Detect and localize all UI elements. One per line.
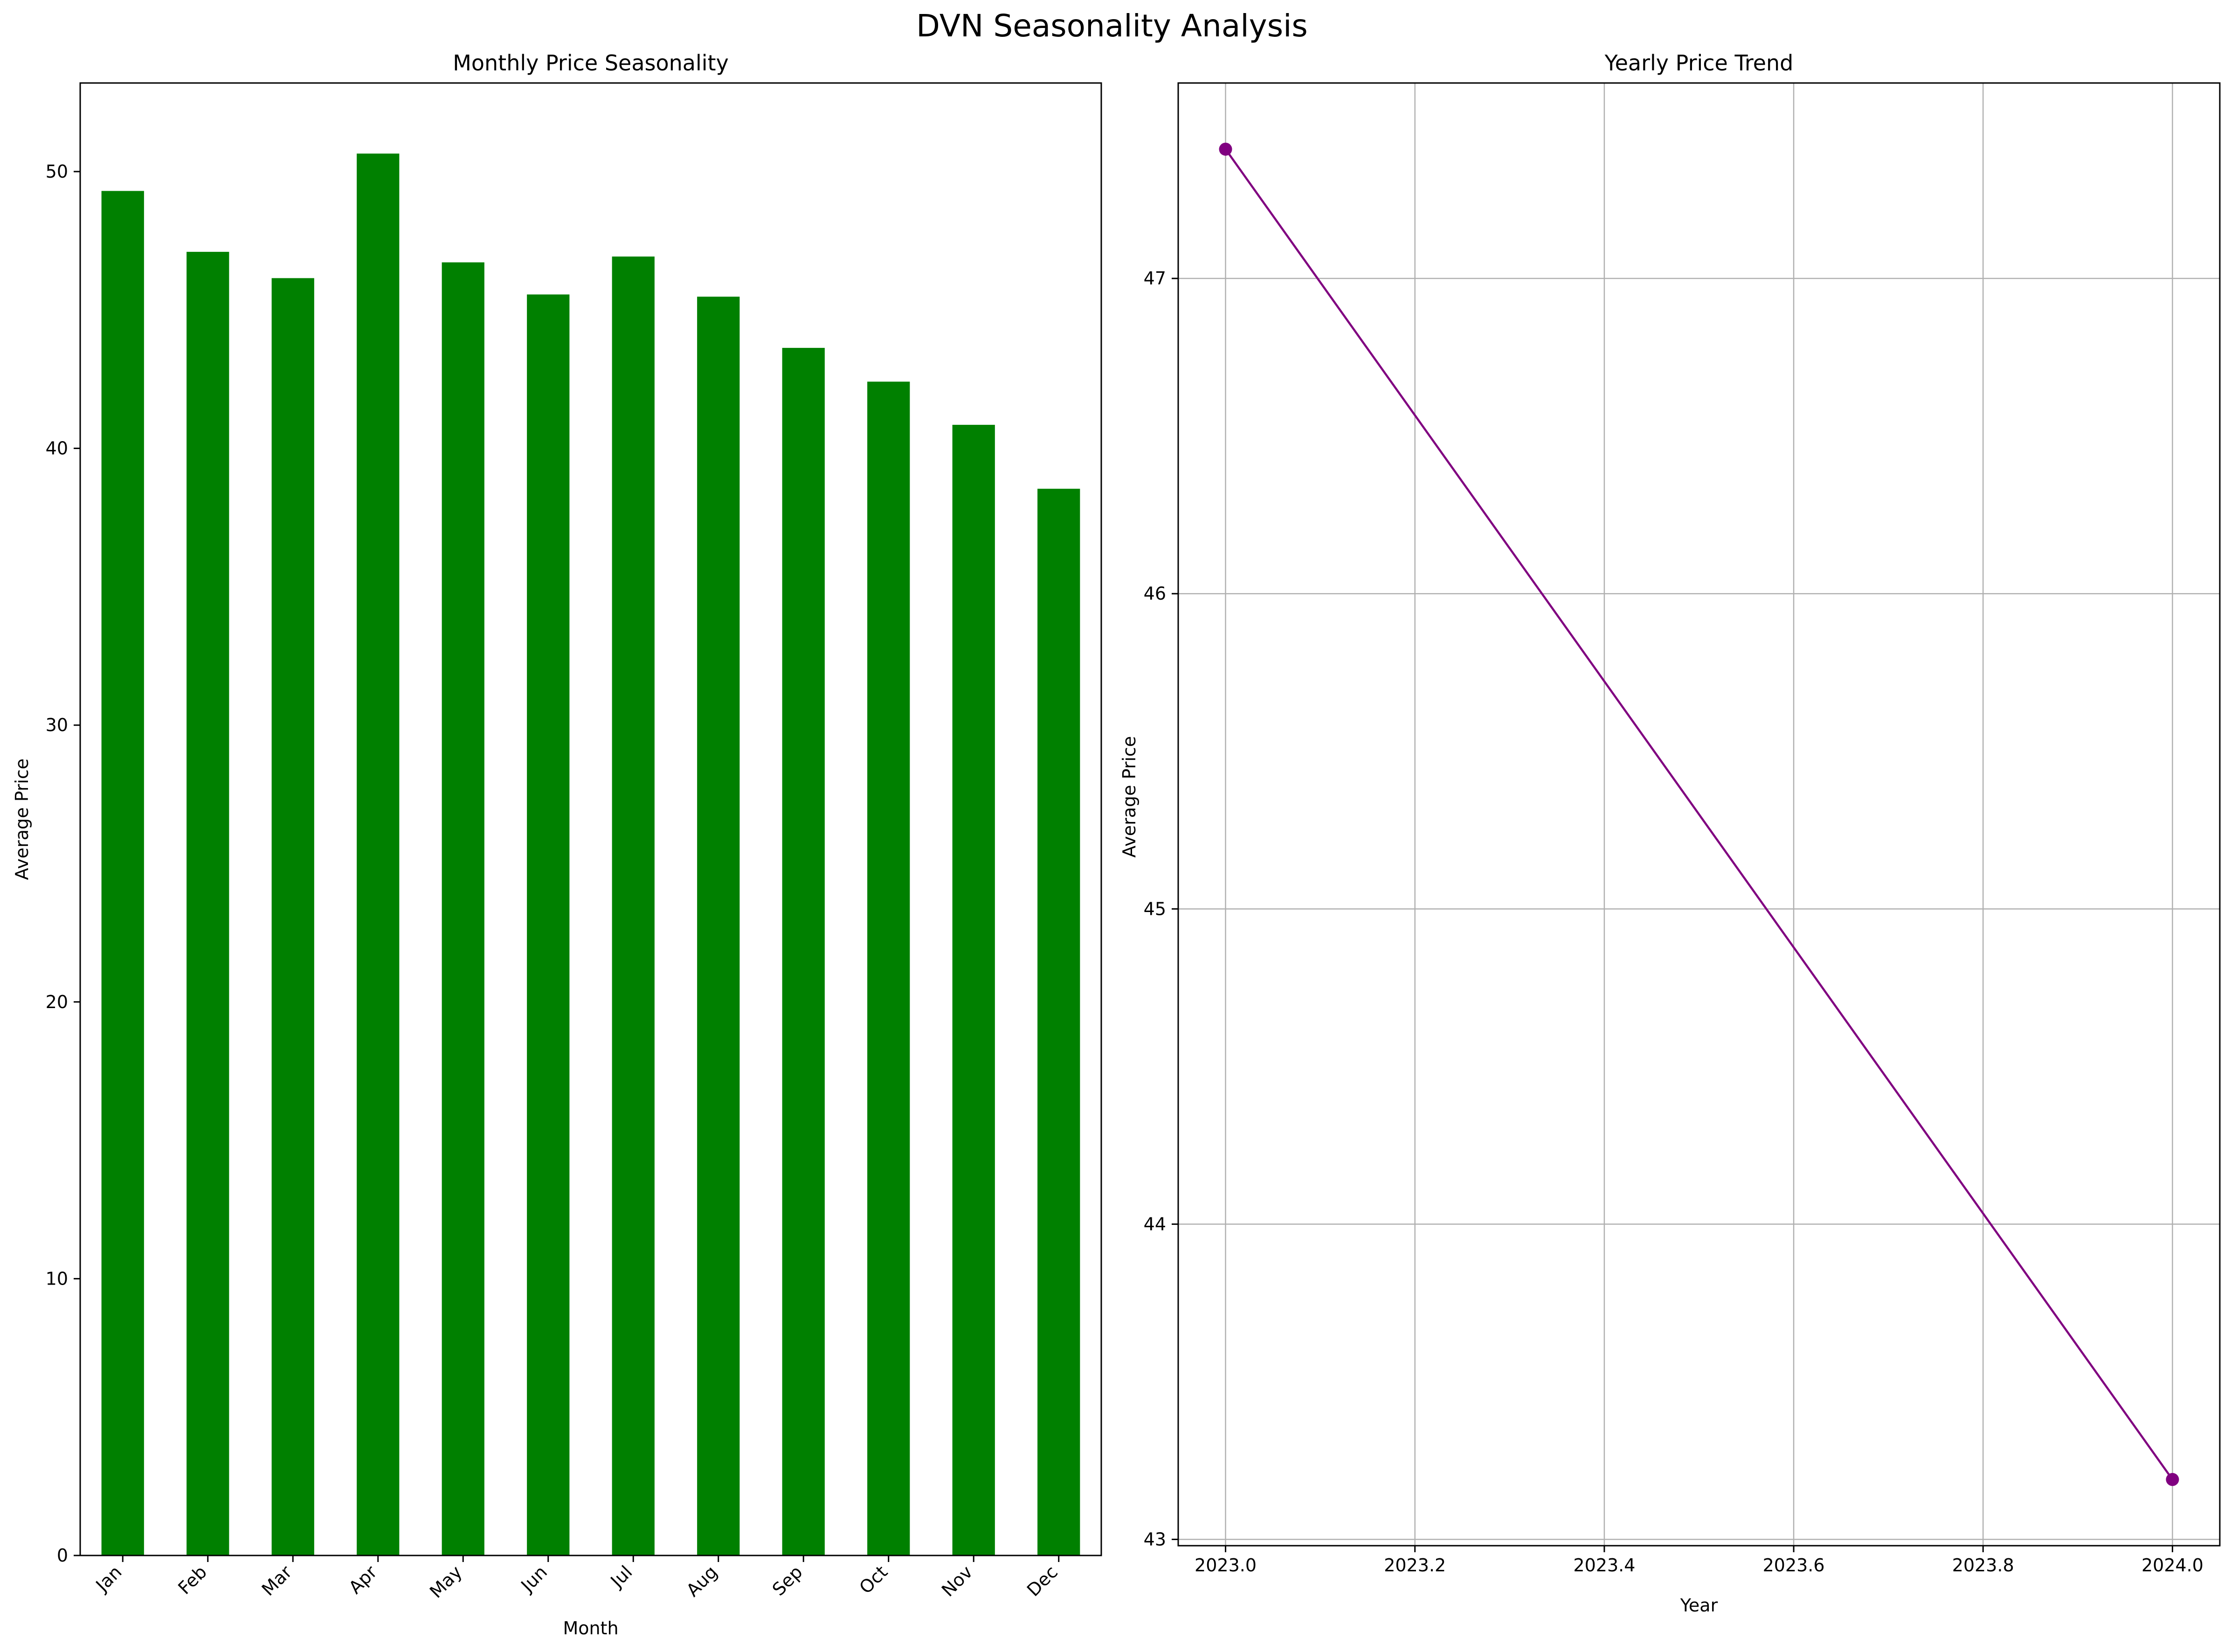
y-tick-label: 40 xyxy=(46,438,68,459)
line-chart: Yearly Price Trend Average Price Year 43… xyxy=(1119,50,2221,1616)
line-chart-title: Yearly Price Trend xyxy=(1604,50,1794,76)
bar-chart-title: Monthly Price Seasonality xyxy=(453,50,729,76)
y-tick-label: 43 xyxy=(1144,1529,1166,1549)
y-tick-label: 30 xyxy=(46,715,68,735)
bar-may xyxy=(442,262,484,1555)
bar-chart-x-axis-label: Month xyxy=(563,1618,618,1638)
y-tick-label: 10 xyxy=(46,1268,68,1289)
y-tick-label: 20 xyxy=(46,992,68,1012)
bar-chart: Monthly Price Seasonality Average Price … xyxy=(12,50,1102,1638)
bar-aug xyxy=(697,297,740,1556)
bar-sep xyxy=(782,348,825,1555)
bar-nov xyxy=(952,425,995,1555)
bar-dec xyxy=(1037,489,1080,1555)
x-tick-label: 2024.0 xyxy=(2141,1555,2203,1576)
price-trend-line xyxy=(1224,148,2174,1480)
y-tick-label: 47 xyxy=(1144,268,1166,289)
y-tick-label: 0 xyxy=(57,1545,68,1566)
bar-jan xyxy=(101,191,144,1555)
line-chart-x-axis-label: Year xyxy=(1680,1595,1718,1616)
x-tick-label: 2023.2 xyxy=(1384,1555,1446,1576)
bar-jun xyxy=(527,294,570,1555)
bar-feb xyxy=(186,252,229,1555)
y-tick-label: 46 xyxy=(1144,583,1166,604)
data-point-2024 xyxy=(2166,1473,2179,1486)
data-point-2023 xyxy=(1219,142,1232,156)
x-tick-label: 2023.0 xyxy=(1195,1555,1257,1576)
x-tick-label: 2023.6 xyxy=(1763,1555,1825,1576)
bar-jul xyxy=(612,256,655,1555)
bar-oct xyxy=(867,381,910,1555)
bar-chart-axes-frame xyxy=(79,82,1102,1556)
bar-apr xyxy=(357,153,400,1555)
bar-mar xyxy=(271,278,314,1555)
bar-chart-y-axis-label: Average Price xyxy=(12,759,32,880)
x-tick-label: 2023.8 xyxy=(1952,1555,2014,1576)
line-chart-axes-frame xyxy=(1177,82,2221,1547)
y-tick-label: 44 xyxy=(1144,1214,1166,1234)
line-chart-y-axis-label: Average Price xyxy=(1119,736,1140,858)
x-tick-label: 2023.4 xyxy=(1573,1555,1635,1576)
figure-title: DVN Seasonality Analysis xyxy=(916,8,1308,44)
y-tick-label: 45 xyxy=(1144,899,1166,919)
y-tick-label: 50 xyxy=(46,161,68,182)
